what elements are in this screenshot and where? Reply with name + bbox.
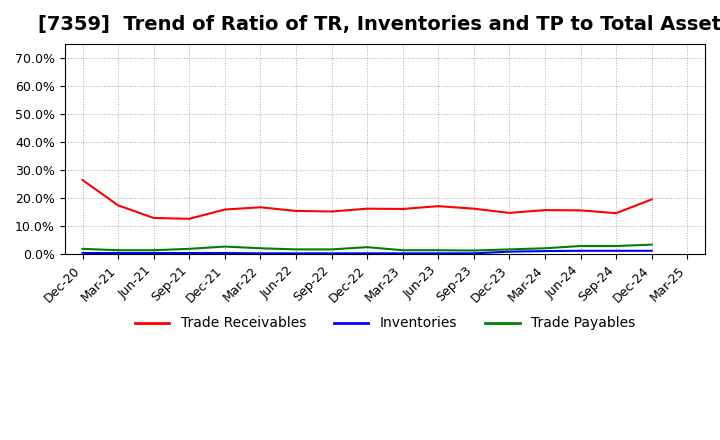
Trade Payables	[469, 248, 478, 253]
Inventories	[327, 251, 336, 256]
Legend: Trade Receivables, Inventories, Trade Payables: Trade Receivables, Inventories, Trade Pa…	[129, 311, 641, 336]
Inventories	[256, 251, 265, 256]
Trade Receivables	[505, 210, 513, 216]
Trade Receivables	[327, 209, 336, 214]
Inventories	[114, 250, 122, 256]
Trade Payables	[505, 247, 513, 252]
Trade Receivables	[612, 210, 621, 216]
Trade Receivables	[78, 177, 87, 183]
Inventories	[541, 249, 549, 254]
Inventories	[576, 248, 585, 253]
Inventories	[469, 251, 478, 256]
Inventories	[434, 251, 443, 256]
Trade Receivables	[576, 208, 585, 213]
Trade Payables	[292, 247, 300, 252]
Inventories	[149, 250, 158, 256]
Inventories	[398, 251, 407, 256]
Trade Receivables	[647, 197, 656, 202]
Trade Payables	[256, 246, 265, 251]
Trade Payables	[149, 248, 158, 253]
Trade Payables	[114, 248, 122, 253]
Trade Receivables	[149, 215, 158, 220]
Line: Trade Payables: Trade Payables	[83, 245, 652, 250]
Title: [7359]  Trend of Ratio of TR, Inventories and TP to Total Assets: [7359] Trend of Ratio of TR, Inventories…	[37, 15, 720, 34]
Trade Receivables	[469, 206, 478, 211]
Trade Payables	[398, 248, 407, 253]
Inventories	[363, 251, 372, 256]
Trade Receivables	[292, 208, 300, 213]
Trade Payables	[327, 247, 336, 252]
Trade Payables	[612, 243, 621, 249]
Trade Receivables	[541, 207, 549, 213]
Trade Receivables	[256, 205, 265, 210]
Trade Receivables	[114, 203, 122, 208]
Inventories	[292, 251, 300, 256]
Line: Inventories: Inventories	[83, 251, 652, 253]
Inventories	[612, 248, 621, 253]
Inventories	[220, 250, 229, 256]
Trade Payables	[434, 248, 443, 253]
Trade Receivables	[220, 207, 229, 212]
Trade Payables	[647, 242, 656, 247]
Trade Receivables	[185, 216, 194, 221]
Inventories	[505, 249, 513, 254]
Trade Payables	[220, 244, 229, 249]
Trade Payables	[185, 246, 194, 252]
Trade Payables	[363, 245, 372, 250]
Trade Payables	[541, 246, 549, 251]
Trade Receivables	[398, 206, 407, 212]
Inventories	[78, 250, 87, 256]
Trade Receivables	[434, 204, 443, 209]
Line: Trade Receivables: Trade Receivables	[83, 180, 652, 219]
Inventories	[185, 250, 194, 256]
Trade Payables	[78, 246, 87, 252]
Trade Receivables	[363, 206, 372, 211]
Inventories	[647, 248, 656, 253]
Trade Payables	[576, 243, 585, 249]
